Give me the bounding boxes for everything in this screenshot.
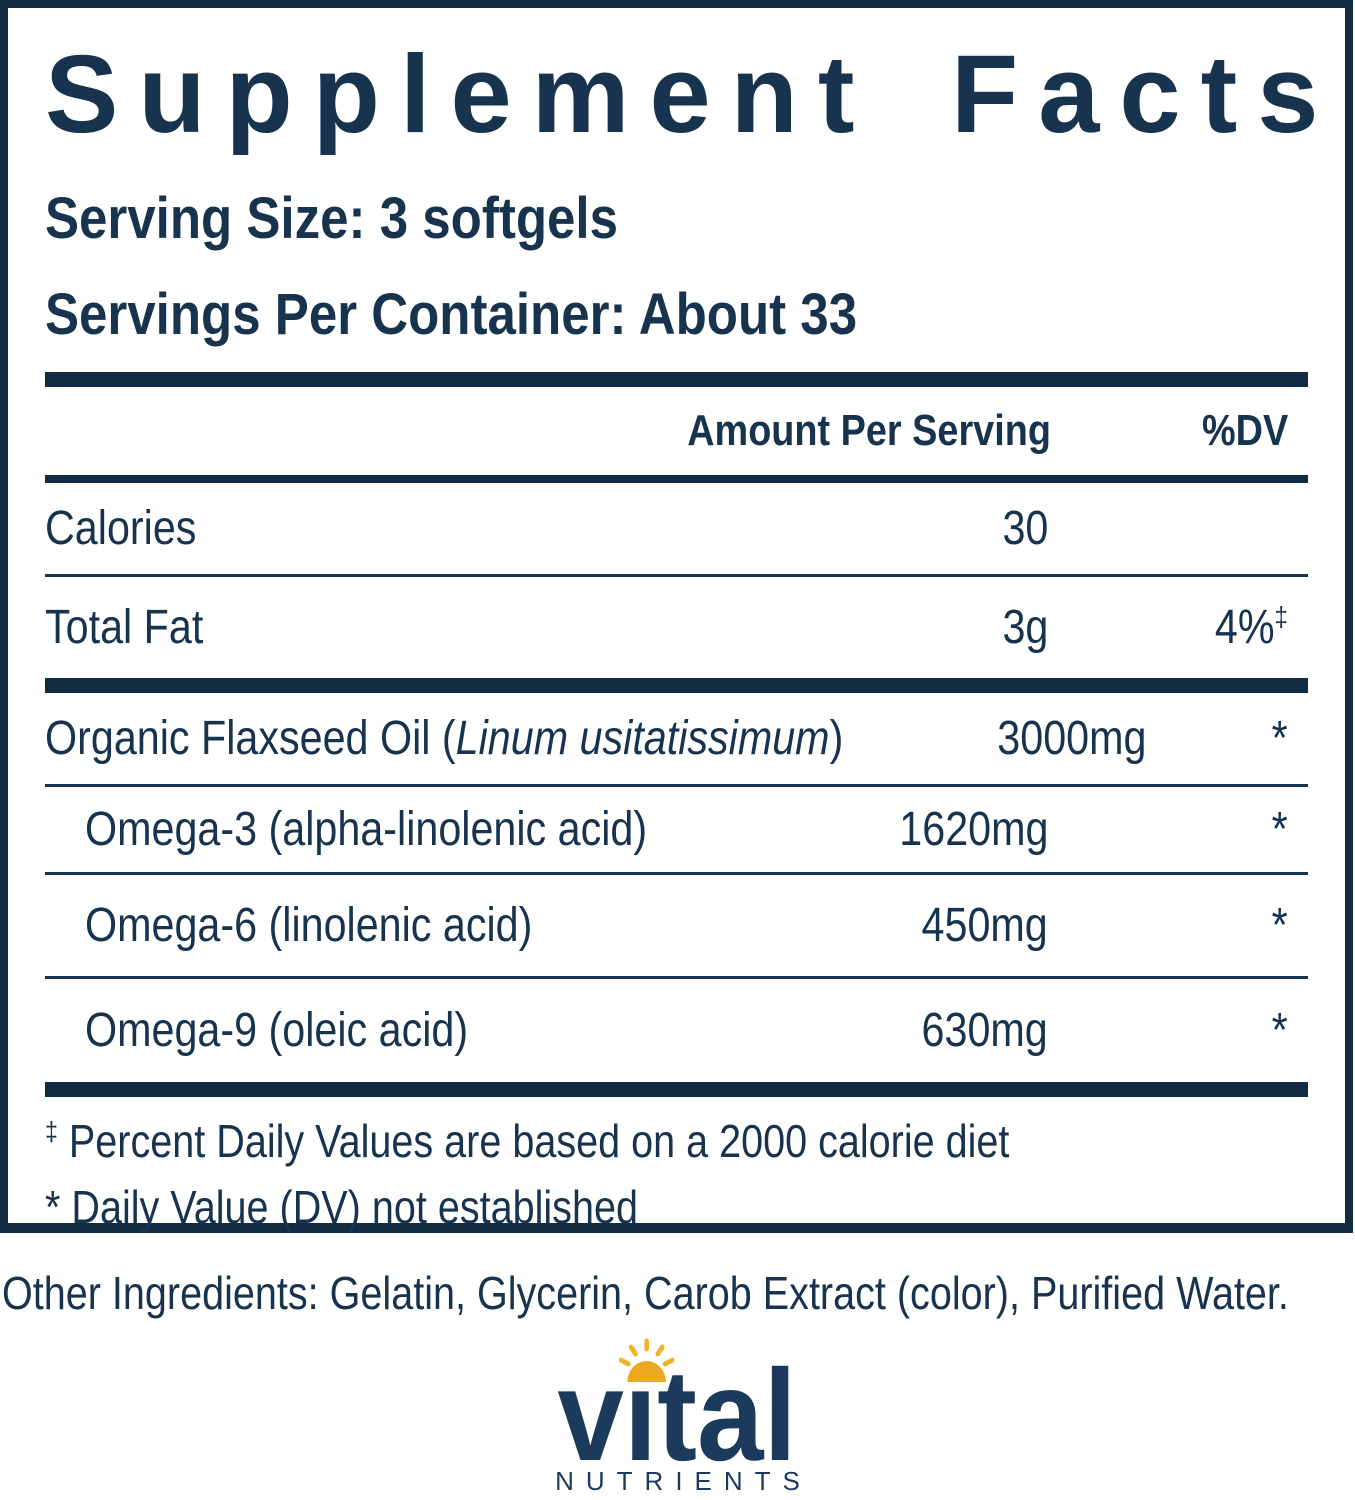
row-dv: * [1271,803,1288,856]
table-header-row: Amount Per Serving %DV [45,387,1308,475]
supplement-facts-panel: Supplement Facts Serving Size: 3 softgel… [0,0,1353,1233]
footnote-daily-values: ‡ Percent Daily Values are based on a 20… [45,1115,1010,1167]
row-name: Total Fat [45,601,204,654]
separator-row [45,784,1308,787]
dagger-marker: ‡ [45,1116,58,1147]
header-percent-dv: %DV [1201,406,1288,455]
separator-row [45,872,1308,875]
row-name: Omega-3 (alpha-linolenic acid) [85,803,648,856]
separator-thick-bottom [45,1082,1308,1097]
table-row-omega-6: Omega-6 (linolenic acid) 450mg * [45,875,1308,976]
row-dv-marker: ‡ [1274,601,1288,632]
table-row-omega-3: Omega-3 (alpha-linolenic acid) 1620mg * [45,787,1308,872]
row-name: Omega-6 (linolenic acid) [85,899,533,952]
row-amount: 30 [1002,502,1048,555]
table-row-omega-9: Omega-9 (oleic acid) 630mg * [45,979,1308,1082]
table-row-flaxseed-oil: Organic Flaxseed Oil (Linum usitatissimu… [45,693,1308,784]
row-amount: 3000mg [997,712,1147,765]
brand-logo: vital NUTRIENTS [0,1338,1355,1497]
brand-name: vital [547,1338,807,1480]
table-row-calories: Calories 30 [45,483,1308,574]
separator-thick-top [45,372,1308,387]
latin-name: Linum usitatissimum [455,712,830,765]
row-amount: 630mg [921,1004,1048,1057]
row-dv: * [1271,1004,1288,1057]
servings-per-container-line: Servings Per Container: About 33 [45,282,858,347]
separator-row [45,574,1308,577]
table-row-total-fat: Total Fat 3g 4%‡ [45,577,1308,678]
separator-row [45,976,1308,979]
row-amount: 1620mg [898,803,1048,856]
asterisk-marker: * [45,1181,61,1233]
separator-header [45,475,1308,483]
row-name: Calories [45,502,197,555]
separator-thick-middle [45,678,1308,693]
row-name: Omega-9 (oleic acid) [85,1004,469,1057]
row-amount: 3g [1002,601,1048,654]
footnotes: ‡ Percent Daily Values are based on a 20… [45,1097,1308,1235]
row-name: Organic Flaxseed Oil (Linum usitatissimu… [45,712,844,765]
row-dv: * [1271,712,1288,765]
brand-subtext: NUTRIENTS [555,1466,812,1496]
sun-icon [619,1338,675,1383]
row-dv: 4% [1214,601,1275,654]
row-dv: * [1271,899,1288,952]
header-amount-per-serving: Amount Per Serving [687,406,1051,455]
row-amount: 450mg [921,899,1048,952]
footnote-dv-not-established: * Daily Value (DV) not established [45,1181,638,1233]
panel-title: Supplement Facts [45,33,1339,156]
other-ingredients: Other Ingredients: Gelatin, Glycerin, Ca… [2,1267,1289,1319]
serving-size-line: Serving Size: 3 softgels [45,186,618,251]
